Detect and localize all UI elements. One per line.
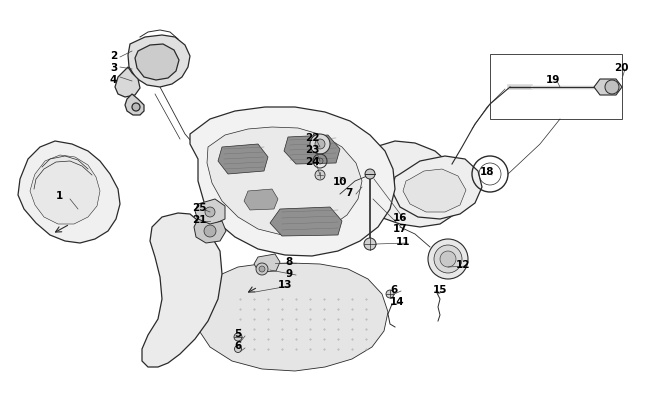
Circle shape [434, 245, 462, 273]
Circle shape [315, 140, 325, 149]
Polygon shape [135, 45, 179, 81]
Polygon shape [594, 80, 622, 96]
Circle shape [440, 252, 456, 267]
Circle shape [605, 81, 619, 95]
Text: 22: 22 [305, 133, 320, 143]
Text: 7: 7 [345, 188, 352, 198]
Circle shape [132, 104, 140, 112]
Text: 4: 4 [110, 75, 118, 85]
Text: 19: 19 [546, 75, 560, 85]
Text: 6: 6 [234, 340, 241, 350]
Polygon shape [218, 145, 268, 175]
Circle shape [256, 263, 268, 275]
Text: 25: 25 [192, 202, 207, 213]
Circle shape [205, 207, 215, 217]
Circle shape [235, 345, 242, 353]
Circle shape [204, 226, 216, 237]
Text: 11: 11 [396, 237, 411, 246]
Text: 8: 8 [285, 256, 292, 266]
Text: 3: 3 [110, 63, 117, 73]
Text: 21: 21 [192, 215, 207, 224]
Polygon shape [284, 136, 340, 164]
Polygon shape [194, 220, 226, 243]
Polygon shape [207, 128, 362, 235]
Polygon shape [128, 36, 190, 88]
Polygon shape [254, 254, 280, 272]
Text: 15: 15 [433, 284, 447, 294]
Polygon shape [125, 95, 144, 116]
Text: 18: 18 [480, 166, 495, 177]
Text: 16: 16 [393, 213, 408, 222]
Polygon shape [142, 213, 222, 367]
Text: 12: 12 [456, 259, 471, 269]
Polygon shape [196, 263, 388, 371]
Text: 14: 14 [390, 296, 404, 306]
Circle shape [259, 266, 265, 272]
Polygon shape [190, 108, 395, 256]
Text: 23: 23 [305, 145, 320, 155]
Text: 9: 9 [285, 269, 292, 278]
Polygon shape [195, 200, 225, 226]
Text: 6: 6 [390, 284, 397, 294]
Text: 2: 2 [110, 51, 117, 61]
Text: 1: 1 [56, 190, 63, 200]
Polygon shape [244, 190, 278, 211]
Polygon shape [18, 142, 120, 243]
Circle shape [315, 171, 325, 181]
Circle shape [234, 333, 242, 341]
Circle shape [364, 239, 376, 250]
Polygon shape [362, 142, 462, 228]
Circle shape [310, 135, 330, 155]
Circle shape [365, 170, 375, 179]
Circle shape [428, 239, 468, 279]
Text: 10: 10 [333, 177, 348, 187]
Polygon shape [30, 156, 100, 224]
Text: 20: 20 [614, 63, 629, 73]
Polygon shape [270, 207, 342, 237]
Polygon shape [115, 68, 140, 98]
Polygon shape [392, 157, 482, 220]
Circle shape [386, 290, 394, 298]
Text: 24: 24 [305, 157, 320, 166]
Text: 17: 17 [393, 224, 408, 233]
Polygon shape [403, 170, 466, 213]
Text: 5: 5 [234, 328, 241, 338]
Text: 13: 13 [278, 279, 292, 289]
